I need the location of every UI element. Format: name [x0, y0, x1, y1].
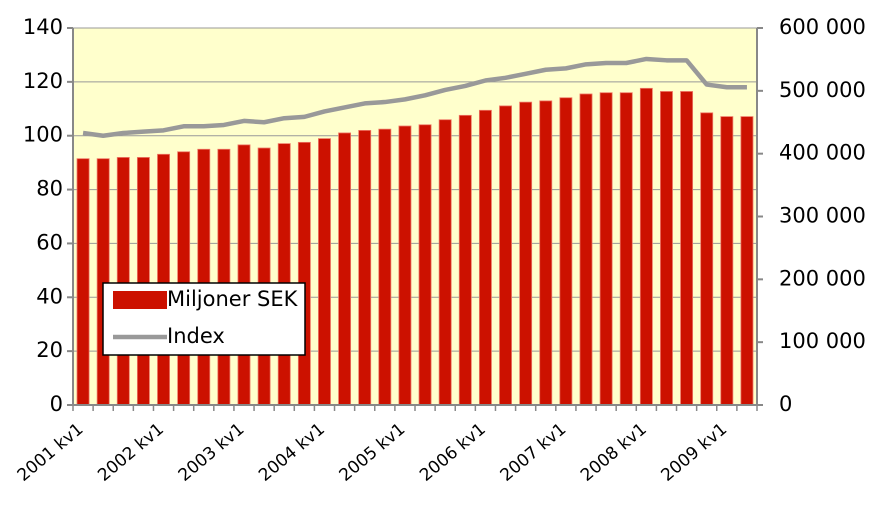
line [82, 56, 747, 138]
x-tick-label: 2007 kv1 [497, 419, 571, 485]
bar [660, 91, 673, 406]
bar [519, 101, 533, 406]
x-tick-label: 2003 kv1 [175, 419, 249, 485]
bar [157, 153, 170, 406]
y-tick-label: 0 [50, 392, 63, 416]
y-tick-label: 80 [36, 177, 63, 201]
bar [438, 119, 452, 406]
bar [116, 157, 130, 406]
bar [257, 147, 271, 406]
bar [539, 100, 553, 406]
bar [579, 93, 593, 406]
bar [197, 148, 211, 406]
bar [720, 116, 734, 406]
legend-swatch [113, 291, 167, 309]
y-tick-label: 20 [36, 338, 63, 362]
legend: Miljoner SEK Index [102, 282, 306, 356]
y2-tick-label: 300 000 [779, 204, 866, 228]
y2-tick-label: 200 000 [779, 266, 866, 290]
y2-tick-label: 500 000 [779, 78, 866, 102]
y-tick-label: 120 [23, 69, 63, 93]
bar [700, 112, 714, 406]
bar [237, 144, 251, 406]
x-tick-label: 2009 kv1 [658, 419, 732, 485]
bar [297, 141, 311, 406]
x-tick-label: 2008 kv1 [577, 419, 651, 485]
bar [76, 158, 90, 406]
bar [96, 158, 110, 406]
y2-tick-label: 600 000 [779, 15, 866, 39]
x-tick-label: 2005 kv1 [336, 419, 410, 485]
bar [680, 91, 694, 406]
y-tick-label: 60 [36, 230, 63, 254]
x-tick-label: 2006 kv1 [416, 419, 490, 485]
x-tick-label: 2004 kv1 [255, 419, 329, 485]
y2-tick-label: 100 000 [779, 329, 866, 353]
bar [338, 132, 352, 406]
y2-tick-label: 0 [779, 392, 792, 416]
bar [499, 105, 512, 406]
legend-label: Miljoner SEK [167, 287, 299, 311]
bar [740, 116, 754, 406]
bar [458, 114, 472, 406]
y2-tick-label: 400 000 [779, 141, 866, 165]
y-tick-label: 40 [36, 284, 63, 308]
bar [639, 87, 653, 406]
y-tick-label: 100 [23, 123, 63, 147]
bar [478, 109, 492, 406]
bar [277, 143, 291, 406]
bar [318, 138, 331, 406]
y-tick-label: 140 [23, 15, 63, 39]
legend-label: Index [167, 324, 225, 348]
bar [398, 125, 412, 406]
x-tick-label: 2001 kv1 [14, 419, 88, 485]
bar [136, 157, 150, 406]
bar [378, 128, 392, 406]
bar [217, 148, 231, 406]
bar [559, 97, 573, 406]
bar [619, 92, 633, 406]
bar [177, 151, 191, 406]
bar [599, 92, 613, 406]
bar [358, 130, 372, 406]
bar [418, 124, 432, 406]
x-tick-label: 2002 kv1 [94, 419, 168, 485]
